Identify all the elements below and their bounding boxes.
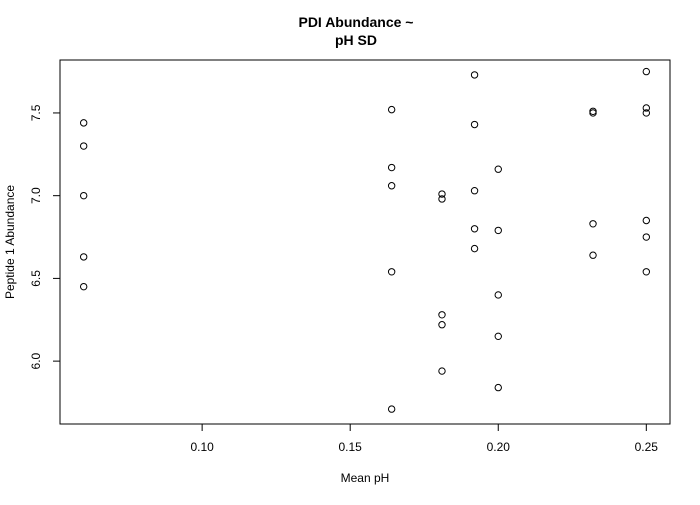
scatter-point <box>590 252 596 258</box>
scatter-point <box>80 143 86 149</box>
scatter-point <box>471 226 477 232</box>
scatter-point <box>388 183 394 189</box>
x-tick-label: 0.20 <box>487 440 511 454</box>
scatter-point <box>495 333 501 339</box>
scatter-point <box>495 227 501 233</box>
scatter-point <box>388 106 394 112</box>
scatter-point <box>80 283 86 289</box>
scatter-point <box>590 221 596 227</box>
scatter-point <box>388 164 394 170</box>
scatter-points <box>80 68 649 412</box>
scatter-point <box>80 192 86 198</box>
scatter-point <box>495 384 501 390</box>
x-tick-label: 0.15 <box>339 440 363 454</box>
scatter-point <box>495 292 501 298</box>
scatter-point <box>495 166 501 172</box>
scatter-point <box>80 120 86 126</box>
y-tick-label: 7.0 <box>29 187 43 204</box>
x-axis: 0.10 0.15 0.20 0.25 <box>190 424 658 454</box>
scatter-point <box>80 254 86 260</box>
scatter-point <box>643 68 649 74</box>
scatter-point <box>388 269 394 275</box>
y-axis: 6.0 6.5 7.0 7.5 <box>29 104 60 369</box>
scatter-point <box>388 406 394 412</box>
x-axis-label: Mean pH <box>341 471 390 485</box>
y-tick-label: 7.5 <box>29 104 43 121</box>
scatter-point <box>439 312 445 318</box>
scatter-point <box>471 72 477 78</box>
chart-title-line-2: pH SD <box>335 32 377 48</box>
y-tick-label: 6.5 <box>29 270 43 287</box>
plot-frame <box>60 60 670 424</box>
scatter-point <box>439 322 445 328</box>
scatter-point <box>471 121 477 127</box>
scatter-point <box>643 217 649 223</box>
x-tick-label: 0.10 <box>190 440 214 454</box>
y-tick-label: 6.0 <box>29 352 43 369</box>
scatter-point <box>471 188 477 194</box>
scatter-point <box>439 368 445 374</box>
scatter-point <box>643 234 649 240</box>
scatter-point <box>643 269 649 275</box>
chart-title-line-1: PDI Abundance ~ <box>298 14 413 30</box>
x-tick-label: 0.25 <box>635 440 659 454</box>
scatter-point <box>471 245 477 251</box>
y-axis-label: Peptide 1 Abundance <box>3 185 17 299</box>
